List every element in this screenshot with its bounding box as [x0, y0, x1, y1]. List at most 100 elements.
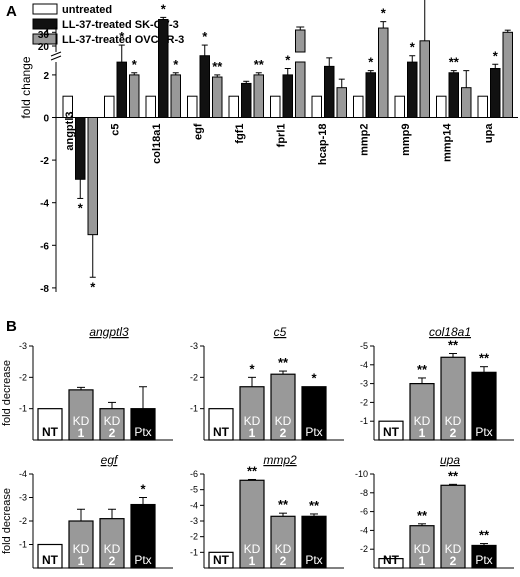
significance-marker: **: [278, 355, 289, 370]
bar-col18a1-untreated: [145, 95, 156, 118]
y-tick-label: -8: [40, 284, 49, 295]
bar-ptx: [301, 386, 327, 441]
bar-label: Ptx: [475, 425, 492, 439]
bar-mmp14-ll-37-treated-ovcar-3: [461, 87, 472, 118]
significance-marker: **: [247, 463, 258, 478]
category-label-hcap-18: hcap-18: [317, 124, 329, 166]
bar-label: KD: [244, 542, 261, 556]
category-label-mmp9: mmp9: [400, 124, 412, 156]
bar-fgf1-ll-37-treated-sk-ov-3: [241, 82, 252, 118]
bar-label: KD: [445, 414, 462, 428]
bar-kd-1: [239, 386, 265, 441]
bar-label-number: 1: [78, 426, 85, 440]
significance-marker: **: [448, 338, 459, 353]
bar-label: NT: [383, 425, 400, 439]
bar-label: KD: [104, 414, 121, 428]
bar-label-number: 1: [419, 426, 426, 440]
legend-label-skov3: LL-37-treated SK-OV-3: [62, 19, 179, 31]
bar-label: KD: [275, 542, 292, 556]
significance-marker: *: [381, 6, 387, 21]
panel-col18a1: col18a1-1-2-3-4-5NT**KD1**KD2**Ptx: [360, 325, 514, 441]
significance-marker: *: [173, 57, 179, 72]
category-label-fprl1: fprl1: [276, 124, 288, 148]
bar-label-number: 1: [78, 554, 85, 568]
significance-marker: *: [368, 55, 374, 70]
panel-title: angptl3: [89, 325, 129, 339]
significance-marker: *: [311, 371, 317, 386]
bar-kd-2: [440, 356, 466, 441]
bar-label: KD: [73, 414, 90, 428]
bar-upa-untreated: [477, 95, 488, 118]
bar-label: KD: [244, 414, 261, 428]
bar-mmp9-ll-37-treated-sk-ov-3: [407, 61, 418, 118]
bar-label: NT: [213, 425, 230, 439]
significance-marker: **: [212, 59, 223, 74]
legend-swatch-ovcar3: [32, 33, 58, 45]
bar-label-number: 1: [249, 554, 256, 568]
axis-break-mark: [50, 51, 62, 57]
bar-nt: [208, 551, 234, 569]
significance-marker: *: [161, 1, 167, 16]
bar-label: NT: [213, 553, 230, 567]
y-tick-label: -4: [19, 469, 27, 479]
bar-hcap-18-untreated: [311, 95, 322, 118]
significance-marker: **: [309, 498, 320, 513]
bar-fprl1-upper-segment: [295, 29, 306, 53]
category-label-fgf1: fgf1: [234, 124, 246, 144]
bar-label-number: 2: [450, 554, 457, 568]
y-tick-label: -2: [190, 372, 198, 382]
bar-fprl1-ll-37-treated-sk-ov-3: [282, 74, 293, 118]
y-tick-label: -2: [360, 397, 368, 407]
significance-marker: *: [202, 29, 208, 44]
bar-egf-ll-37-treated-sk-ov-3: [199, 55, 210, 118]
y-tick-label: -3: [360, 379, 368, 389]
y-tick-label: 20: [38, 42, 50, 53]
category-label-egf: egf: [193, 123, 205, 140]
y-tick-label: -2: [190, 532, 198, 542]
category-label-upa: upa: [483, 123, 495, 143]
bar-c5-untreated: [104, 95, 115, 118]
bar-nt: [208, 408, 234, 441]
y-tick-label: -3: [190, 516, 198, 526]
y-tick-label: -3: [19, 493, 27, 503]
bar-ptx: [130, 503, 156, 569]
y-tick-label: -1: [19, 540, 27, 550]
bar-angptl3-ll-37-treated-sk-ov-3: [75, 117, 86, 180]
significance-marker: **: [448, 468, 459, 483]
bar-kd-2: [270, 373, 296, 441]
category-label-mmp14: mmp14: [442, 123, 454, 162]
y-tick-label: -3: [19, 341, 27, 351]
y-tick-label: 0: [43, 114, 49, 125]
bar-kd-1: [68, 520, 94, 569]
legend-label-untreated: untreated: [62, 4, 112, 16]
legend: untreated LL-37-treated SK-OV-3 LL-37-tr…: [32, 3, 184, 46]
significance-marker: **: [479, 351, 490, 366]
bar-kd-2: [99, 518, 125, 569]
significance-marker: *: [493, 48, 499, 63]
bar-kd-1: [239, 479, 265, 569]
bar-upa-ll-37-treated-ovcar-3: [502, 31, 513, 118]
significance-marker: **: [479, 528, 490, 543]
y-tick-label: -10: [355, 469, 368, 479]
bar-hcap-18-ll-37-treated-ovcar-3: [336, 87, 347, 118]
panel-a-letter: A: [6, 3, 17, 20]
y-tick-label: -5: [360, 341, 368, 351]
bar-label: Ptx: [134, 425, 151, 439]
chart-a-fold-change: -8-6-4-202462030fold change**angptl3**c5…: [19, 0, 518, 295]
y-tick-label: -4: [40, 199, 49, 210]
significance-marker: *: [285, 53, 291, 68]
panel-b-letter: B: [6, 318, 17, 335]
y-tick-label: -1: [190, 404, 198, 414]
bar-label: Ptx: [475, 553, 492, 567]
category-label-angptl3: angptl3: [64, 112, 76, 151]
bar-fgf1-ll-37-treated-ovcar-3: [253, 74, 264, 118]
significance-marker: *: [90, 279, 96, 294]
bar-label: Ptx: [305, 553, 322, 567]
significance-marker: **: [449, 55, 460, 70]
bar-label-number: 2: [280, 426, 287, 440]
y-tick-label: -1: [190, 547, 198, 557]
bar-label-number: 2: [109, 426, 116, 440]
